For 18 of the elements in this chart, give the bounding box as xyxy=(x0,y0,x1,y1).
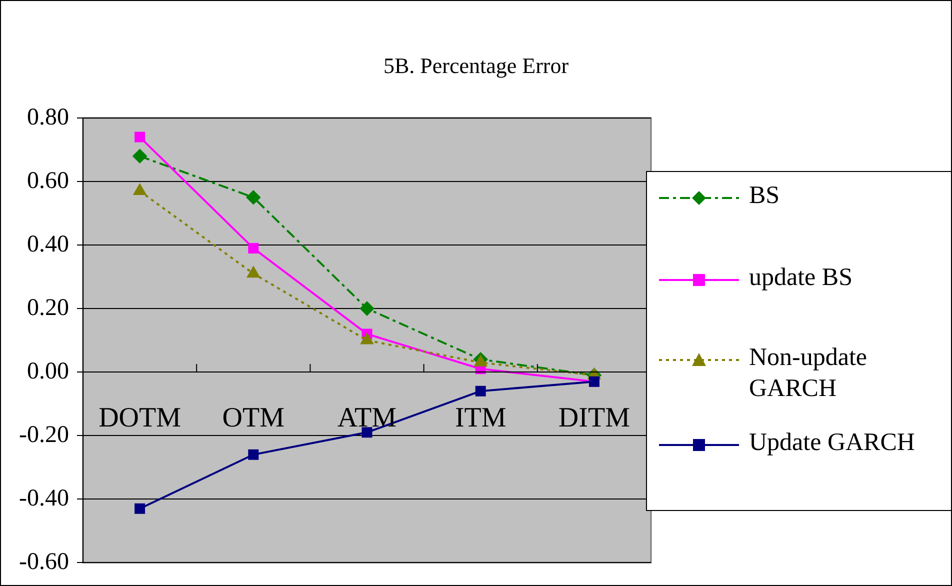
y-tick-label: 0.60 xyxy=(26,168,69,194)
x-tick-label: DOTM xyxy=(98,402,182,434)
legend-label: update BS xyxy=(749,263,854,293)
legend-label: BS xyxy=(749,181,781,211)
y-tick-label: 0.80 xyxy=(26,104,69,130)
y-tick-label: 0.00 xyxy=(26,358,69,384)
x-tick-label: DITM xyxy=(558,402,630,434)
legend-label: Non-update GARCH xyxy=(749,343,868,404)
x-tick-label: ATM xyxy=(337,402,397,434)
y-tick-label: -0.60 xyxy=(18,548,69,575)
x-tick-label: OTM xyxy=(222,402,285,434)
y-tick-label: 0.40 xyxy=(26,231,69,258)
y-tick-label: -0.20 xyxy=(18,422,69,448)
y-tick-label: 0.20 xyxy=(26,294,69,321)
x-tick-label: ITM xyxy=(454,402,506,434)
legend-label: Update GARCH xyxy=(749,428,916,458)
y-tick-label: -0.40 xyxy=(18,485,69,512)
chart-title: 5B. Percentage Error xyxy=(382,53,570,79)
